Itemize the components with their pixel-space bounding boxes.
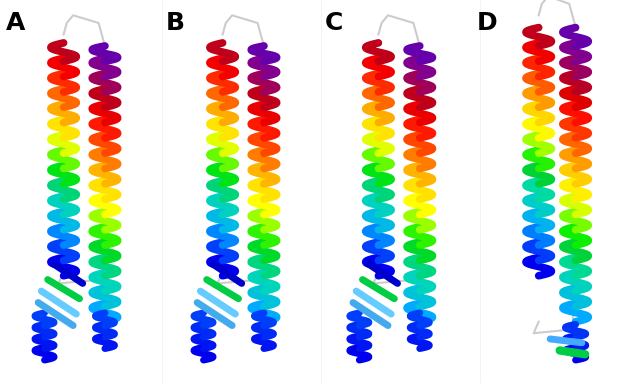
Text: B: B [165,11,184,36]
Text: A: A [6,11,25,36]
Text: D: D [477,11,497,36]
Text: C: C [324,11,343,36]
